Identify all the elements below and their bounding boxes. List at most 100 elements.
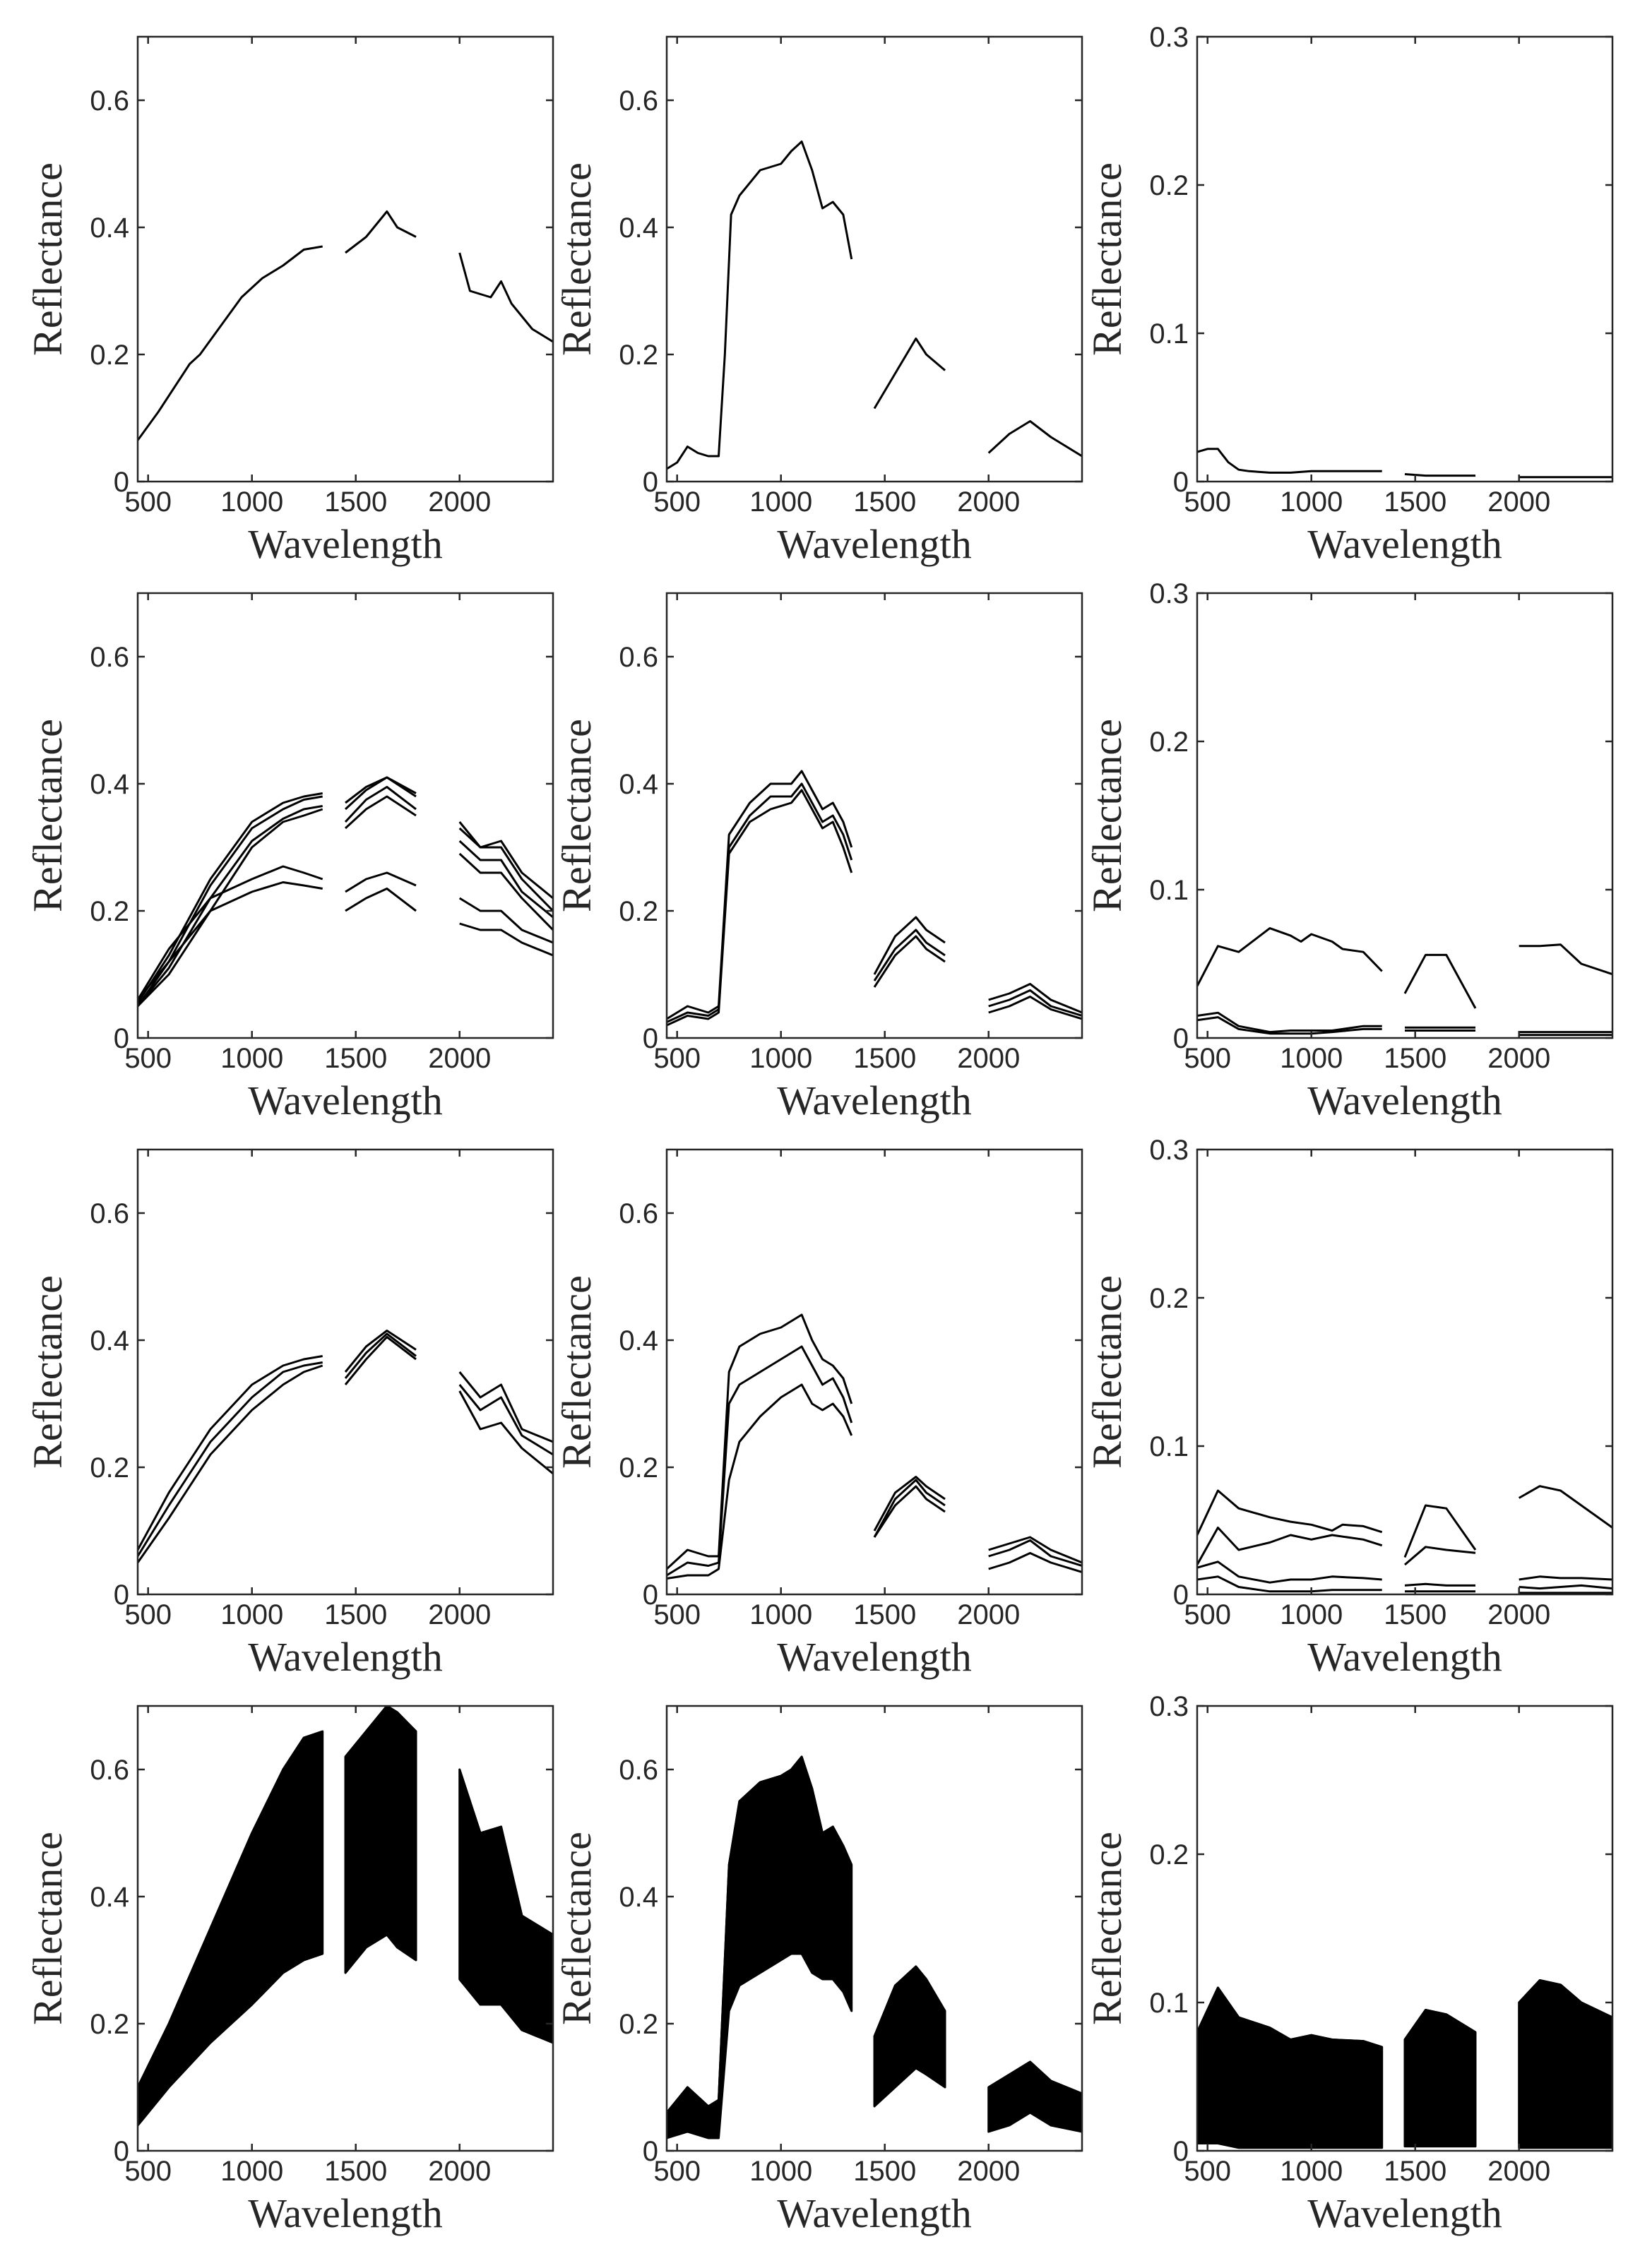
x-tick-label: 500 bbox=[653, 1043, 701, 1074]
x-tick-label: 1000 bbox=[220, 487, 283, 518]
x-axis-label: Wavelength bbox=[248, 521, 443, 567]
y-tick-label: 0 bbox=[1173, 467, 1189, 498]
series-r2c1-s1 bbox=[138, 776, 553, 1001]
spectra-band-r4c3-seg2 bbox=[1403, 2009, 1477, 2148]
x-tick-label: 2000 bbox=[957, 487, 1020, 518]
x-axis-label: Wavelength bbox=[248, 2190, 443, 2236]
x-tick-label: 1500 bbox=[853, 1043, 916, 1074]
x-tick-label: 500 bbox=[124, 1043, 172, 1074]
axes-frame-r2c1 bbox=[136, 592, 554, 1039]
axes-frame-r4c2 bbox=[665, 1705, 1083, 2152]
x-tick-label: 1000 bbox=[749, 1599, 812, 1630]
x-tick-label: 1500 bbox=[324, 1043, 387, 1074]
y-tick-label: 0.4 bbox=[619, 213, 658, 244]
x-axis-label: Wavelength bbox=[1307, 1634, 1502, 1680]
series-r3c1-s2 bbox=[138, 1332, 553, 1557]
panel-r3c2: 500 1000 1500 2000 0 0.2 0.4 0.6 Wavelength Refle… bbox=[554, 1148, 1083, 1680]
series-r2c1-s5 bbox=[138, 865, 553, 1001]
x-axis-label: Wavelength bbox=[777, 1078, 972, 1123]
series-r1c1-s1 bbox=[138, 210, 553, 441]
x-tick-label: 1500 bbox=[1384, 2156, 1446, 2187]
x-tick-label: 2000 bbox=[428, 2156, 491, 2187]
x-tick-label: 500 bbox=[1184, 1043, 1231, 1074]
panel-r4c1: 500 1000 1500 2000 0 0.2 0.4 0.6 Wavelength Refle… bbox=[25, 1705, 554, 2236]
x-tick-label: 500 bbox=[124, 1599, 172, 1630]
x-tick-label: 1000 bbox=[1280, 487, 1343, 518]
panel-r4c2: 500 1000 1500 2000 0 0.2 0.4 0.6 Wavelength Refle… bbox=[554, 1705, 1083, 2236]
y-tick-label: 0.6 bbox=[90, 1198, 129, 1229]
y-tick-label: 0.1 bbox=[1149, 1431, 1189, 1462]
series-r2c1-s4 bbox=[138, 795, 553, 1008]
series-r1c2-s1 bbox=[667, 141, 1082, 470]
y-tick-label: 0.2 bbox=[619, 896, 658, 927]
y-tick-label: 0.6 bbox=[619, 642, 658, 673]
series-r2c1-s3 bbox=[138, 776, 553, 1004]
y-axis-label: Reflectance bbox=[1084, 162, 1130, 356]
x-tick-label: 2000 bbox=[957, 1043, 1020, 1074]
x-tick-label: 1000 bbox=[1280, 1599, 1343, 1630]
series-r2c1-s6 bbox=[138, 881, 553, 1007]
x-axis-label: Wavelength bbox=[777, 2190, 972, 2236]
y-axis-label: Reflectance bbox=[554, 162, 600, 356]
axes-frame-r1c1 bbox=[136, 35, 554, 483]
x-tick-label: 1500 bbox=[324, 2156, 387, 2187]
y-tick-label: 0.2 bbox=[90, 896, 129, 927]
series-r1c3-s1 bbox=[1197, 448, 1612, 479]
x-tick-label: 2000 bbox=[428, 1043, 491, 1074]
x-axis-label: Wavelength bbox=[248, 1078, 443, 1123]
spectra-band-r4c2-seg3 bbox=[987, 2060, 1082, 2133]
x-tick-label: 500 bbox=[653, 1599, 701, 1630]
y-tick-label: 0 bbox=[114, 1023, 129, 1054]
panel-r3c1: 500 1000 1500 2000 0 0.2 0.4 0.6 Wavelength Refle… bbox=[25, 1148, 554, 1680]
spectra-band-r4c2-seg2 bbox=[873, 1965, 946, 2108]
series-r3c1-s1 bbox=[138, 1330, 553, 1551]
spectra-band-r4c2-seg1 bbox=[667, 1755, 853, 2139]
y-tick-label: 0.2 bbox=[619, 2009, 658, 2040]
series-r3c3-s3 bbox=[1197, 1560, 1612, 1590]
series-r3c3-s1 bbox=[1197, 1485, 1612, 1558]
panel-r4c3: 500 1000 1500 2000 0 0.1 0.2 0.3 Wavelength Refle… bbox=[1084, 1691, 1614, 2236]
x-axis-label: Wavelength bbox=[1307, 1078, 1502, 1123]
axes-frame-r3c1 bbox=[136, 1148, 554, 1596]
y-tick-label: 0.2 bbox=[90, 1452, 129, 1484]
x-axis-label: Wavelength bbox=[777, 521, 972, 567]
x-tick-label: 1000 bbox=[749, 1043, 812, 1074]
x-tick-label: 1500 bbox=[1384, 487, 1446, 518]
x-axis-label: Wavelength bbox=[1307, 2190, 1502, 2236]
x-axis-label: Wavelength bbox=[777, 1634, 972, 1680]
axes-frame-r4c1 bbox=[136, 1705, 554, 2152]
axes-frame-r2c3 bbox=[1196, 592, 1614, 1039]
y-tick-label: 0.3 bbox=[1149, 22, 1189, 53]
series-r4c1-lower-outlier bbox=[138, 1933, 553, 2126]
series-r2c3-s2 bbox=[1197, 1011, 1612, 1034]
series-r2c2-s3 bbox=[667, 789, 1082, 1027]
x-tick-label: 2000 bbox=[1487, 1599, 1550, 1630]
x-tick-label: 1500 bbox=[1384, 1599, 1446, 1630]
x-tick-label: 2000 bbox=[1487, 487, 1550, 518]
y-tick-label: 0.6 bbox=[619, 1198, 658, 1229]
series-r2c1-s2 bbox=[138, 786, 553, 1007]
y-tick-label: 0.3 bbox=[1149, 578, 1189, 609]
x-tick-label: 1500 bbox=[853, 2156, 916, 2187]
spectra-band-r4c3-seg1 bbox=[1197, 1986, 1384, 2149]
y-axis-label: Reflectance bbox=[25, 719, 71, 912]
y-tick-label: 0.2 bbox=[619, 340, 658, 371]
series-r2c3-s1 bbox=[1197, 927, 1612, 1009]
panel-r3c3: 500 1000 1500 2000 0 0.1 0.2 0.3 Wavelength Refle… bbox=[1084, 1135, 1614, 1680]
x-tick-label: 500 bbox=[1184, 1599, 1231, 1630]
axes-frame-r4c3 bbox=[1196, 1705, 1614, 2152]
x-tick-label: 500 bbox=[124, 487, 172, 518]
y-tick-label: 0 bbox=[114, 2136, 129, 2167]
y-tick-label: 0.2 bbox=[619, 1452, 658, 1484]
axes-frame-r1c3 bbox=[1196, 35, 1614, 483]
x-tick-label: 2000 bbox=[1487, 1043, 1550, 1074]
y-axis-label: Reflectance bbox=[25, 1275, 71, 1469]
y-tick-label: 0.2 bbox=[90, 340, 129, 371]
y-tick-label: 0.2 bbox=[90, 2009, 129, 2040]
series-r2c2-s1 bbox=[667, 770, 1082, 1020]
y-tick-label: 0.4 bbox=[619, 1882, 658, 1913]
x-tick-label: 1500 bbox=[853, 1599, 916, 1630]
x-tick-label: 500 bbox=[653, 487, 701, 518]
x-tick-label: 1500 bbox=[324, 487, 387, 518]
